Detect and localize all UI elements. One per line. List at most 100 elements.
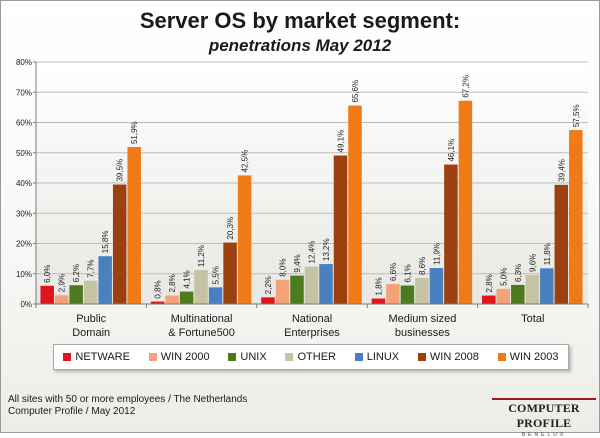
bar-win-2003 [127,147,141,304]
data-label: 15,8% [101,231,110,254]
data-label: 39,5% [116,159,125,182]
bar-netware [150,301,165,304]
legend-swatch [354,353,363,361]
bar-win-2008 [112,184,127,304]
bar-win-2003 [237,175,252,304]
category-label: businesses [395,327,451,339]
data-label: 7,7% [87,259,96,277]
data-label: 8,0% [279,259,288,277]
legend-item-linux: LINUX [354,351,399,363]
bar-other [83,280,98,304]
bar-linux [98,256,112,304]
data-label: 46,1% [447,139,456,162]
data-label: 2,9% [58,274,67,292]
y-tick-label: 60% [16,119,32,128]
bar-win-2000 [386,284,400,304]
category-label: Medium sized [388,313,456,325]
data-label: 2,2% [264,276,273,294]
bar-other [194,270,208,304]
y-tick-label: 50% [16,149,32,158]
bar-win-2000 [496,288,511,304]
data-label: 5,0% [499,268,508,286]
bar-other [415,277,429,304]
data-label: 65,6% [351,80,360,103]
data-label: 67,2% [461,75,470,98]
legend-item-win-2008: WIN 2008 [417,351,479,363]
category-label: Domain [72,327,110,339]
data-label: 6,6% [389,263,398,281]
logo-wordmark: COMPUTER PROFILE [492,398,596,431]
bar-other [525,274,540,304]
legend-swatch [285,353,294,361]
category-label: National [292,313,332,325]
legend-label: UNIX [240,351,267,363]
bar-unix [511,284,525,304]
data-label: 49,1% [337,130,346,153]
data-label: 5,5% [212,266,221,284]
data-label: 42,5% [241,150,250,173]
legend-swatch [497,353,506,361]
bar-linux [429,268,444,304]
bar-win-2008 [333,155,348,304]
y-tick-label: 0% [20,300,32,309]
legend-item-netware: NETWARE [63,351,130,363]
data-label: 0,8% [154,280,163,298]
legend-item-win-2003: WIN 2003 [497,351,559,363]
legend-swatch [148,353,157,361]
bar-win-2003 [348,105,362,304]
bar-netware [482,295,496,304]
legend-label: NETWARE [75,351,130,363]
data-label: 6,1% [403,264,412,282]
bar-netware [40,285,54,304]
legend-swatch [63,353,72,361]
bar-other [304,266,319,304]
y-axis-ticks: 0% 10% 20% 30% 40% 50% 60% 70% 80% [16,58,32,309]
y-tick-label: 70% [16,88,32,97]
footnote-credit: Computer Profile / May 2012 [8,406,136,417]
bar-win-2008 [554,184,569,304]
bar-win-2008 [444,164,458,304]
data-label: 12,4% [308,241,317,264]
legend-swatch [417,353,426,361]
category-label: Multinational [171,313,233,325]
bars [40,100,583,304]
legend-swatch [228,353,237,361]
footnote-source: All sites with 50 or more employees / Th… [8,394,248,405]
computer-profile-logo: COMPUTER PROFILE BENELUX [492,398,596,438]
chart-legend: NETWARE WIN 2000 UNIX OTHER LINUX WIN 2008 WIN… [53,344,569,370]
axes [33,61,589,308]
bar-linux [319,264,333,304]
y-tick-label: 30% [16,209,32,218]
data-label: 20,3% [226,217,235,240]
data-labels: 6,0% 2,9% 6,2% 7,7% 15,8% 39,5% 51,9% 0,8% 2,8% 4… [43,75,581,299]
bar-unix [400,285,415,304]
category-label: Enterprises [284,327,340,339]
bar-unix [69,285,83,304]
data-label: 9,4% [293,254,302,272]
data-label: 6,2% [72,264,81,282]
data-label: 11,8% [543,243,552,265]
bar-unix [179,291,194,304]
legend-label: WIN 2008 [429,351,479,363]
bar-win-2008 [223,242,237,304]
bar-win-2003 [458,100,473,304]
legend-item-other: OTHER [285,351,336,363]
data-label: 39,4% [557,159,566,182]
chart-title: Server OS by market segment: [139,8,461,33]
chart-subtitle: penetrations May 2012 [208,36,392,55]
bar-unix [290,275,304,304]
bar-linux [208,287,223,304]
y-tick-label: 10% [16,270,32,279]
y-tick-label: 20% [16,240,32,249]
bar-netware [371,298,386,304]
bar-win-2000 [165,295,179,304]
data-label: 51,9% [130,121,139,144]
data-label: 2,8% [485,274,494,292]
legend-label: OTHER [297,351,336,363]
category-label: Total [521,313,544,325]
data-label: 13,2% [322,238,331,261]
bar-linux [540,268,554,304]
legend-item-unix: UNIX [228,351,267,363]
legend-item-win-2000: WIN 2000 [148,351,210,363]
